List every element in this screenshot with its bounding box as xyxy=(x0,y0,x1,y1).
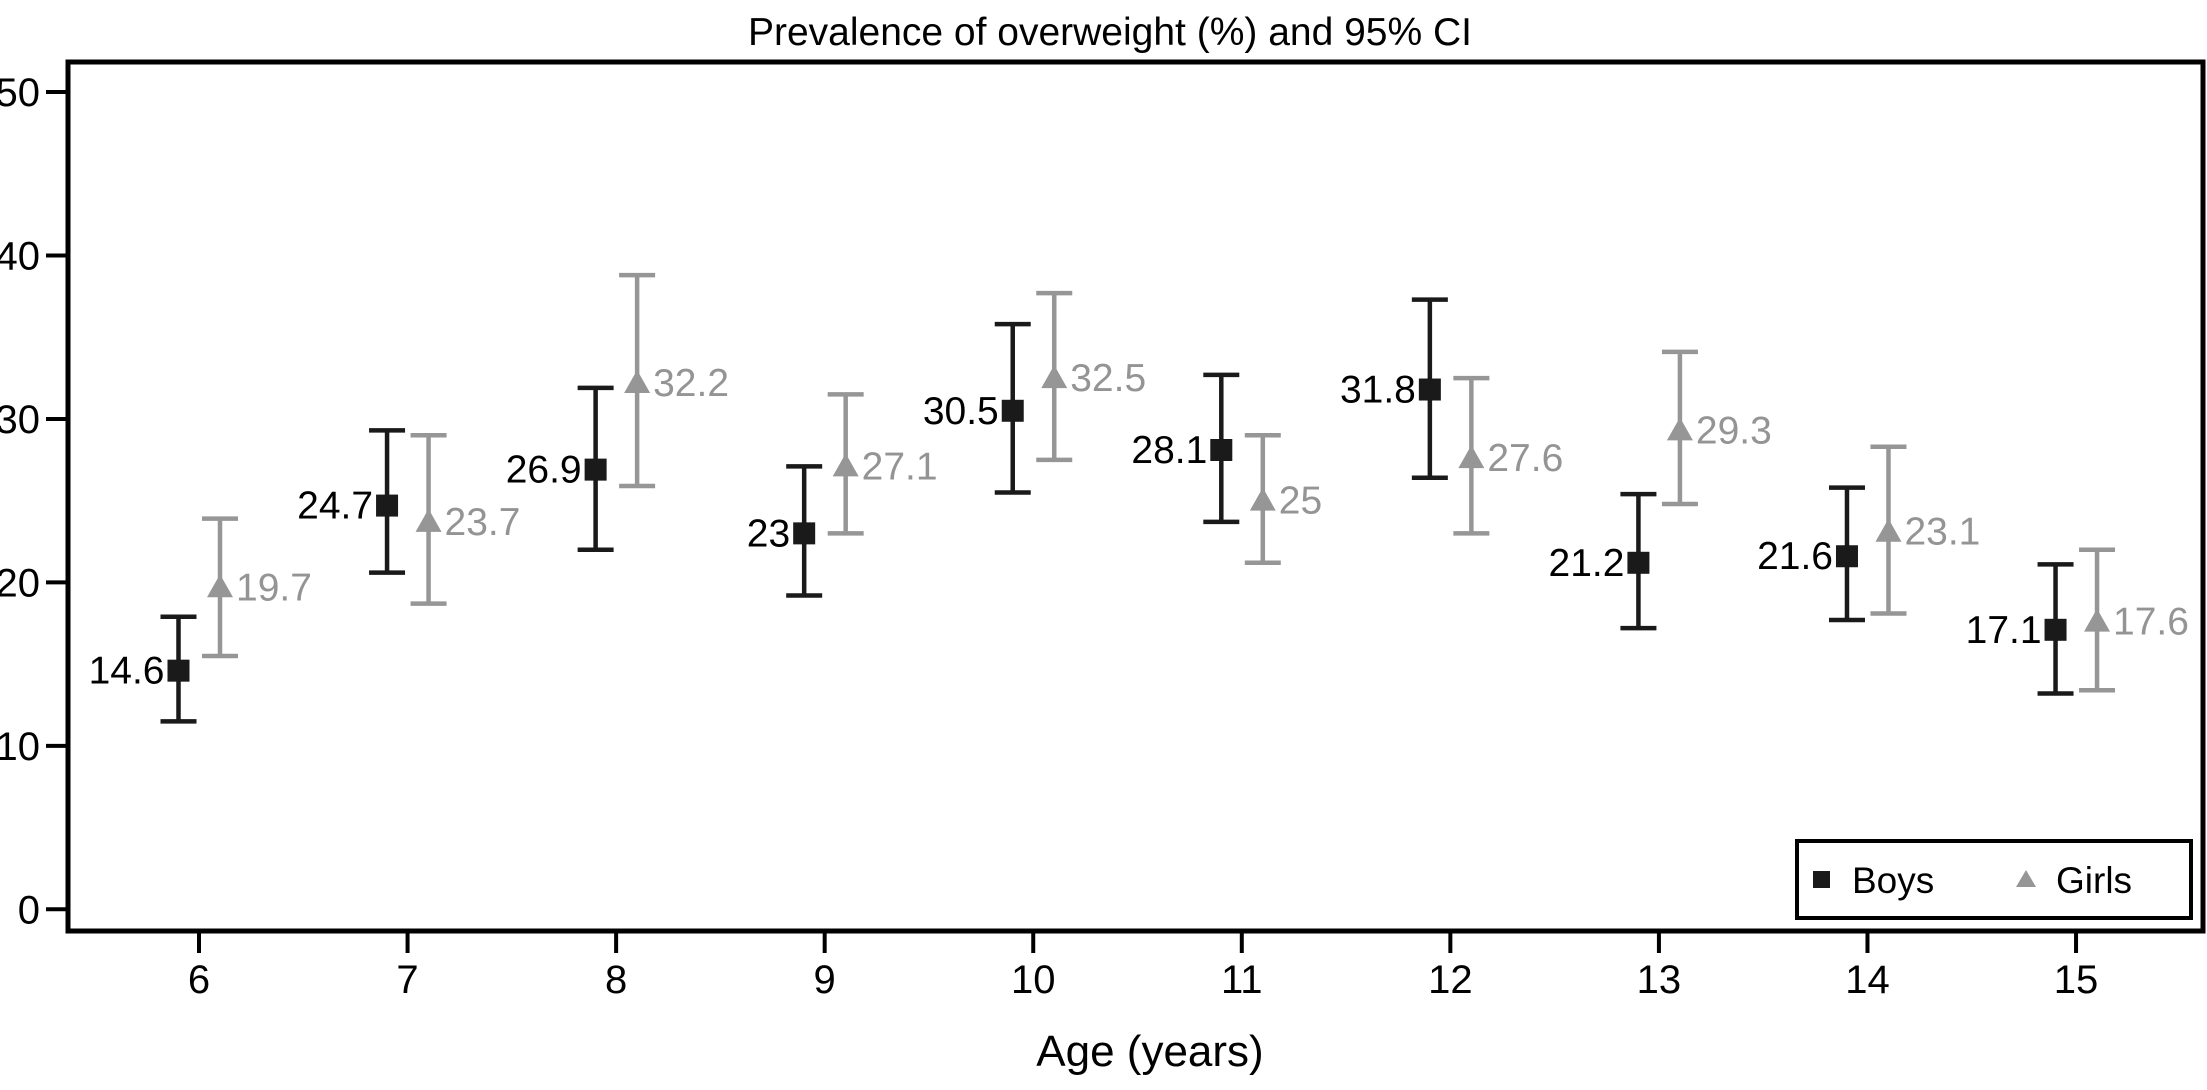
x-tick-label-15: 15 xyxy=(2054,958,2099,1002)
legend-girls-triangle-icon xyxy=(2016,870,2036,887)
girls-value-label-10: 32.5 xyxy=(1070,357,1146,400)
boys-value-label-14: 21.6 xyxy=(1757,535,1833,578)
girls-value-label-13: 29.3 xyxy=(1696,409,1772,452)
x-tick-label-12: 12 xyxy=(1428,958,1473,1002)
girls-triangle-marker-8 xyxy=(624,369,651,393)
legend-boys-square-icon xyxy=(1813,871,1830,888)
boys-square-marker-15 xyxy=(2044,618,2067,641)
boys-square-marker-12 xyxy=(1418,378,1441,401)
x-tick-label-10: 10 xyxy=(1011,958,1056,1002)
x-tick-label-14: 14 xyxy=(1845,958,1890,1002)
y-tick-label-40: 40 xyxy=(0,235,40,279)
legend-boys-label: Boys xyxy=(1852,860,1934,901)
girls-triangle-marker-10 xyxy=(1041,365,1068,389)
legend-box xyxy=(1795,839,2193,920)
girls-triangle-marker-15 xyxy=(2084,608,2111,632)
girls-triangle-marker-9 xyxy=(832,453,859,477)
x-tick-label-9: 9 xyxy=(814,958,836,1002)
boys-square-marker-14 xyxy=(1835,545,1858,568)
boys-value-label-12: 31.8 xyxy=(1340,369,1416,412)
plot-border xyxy=(65,59,2206,934)
y-tick-label-50: 50 xyxy=(0,71,40,115)
x-tick-label-8: 8 xyxy=(605,958,627,1002)
girls-value-label-8: 32.2 xyxy=(653,362,729,405)
boys-square-marker-10 xyxy=(1001,399,1024,422)
legend-girls-label: Girls xyxy=(2056,860,2132,901)
x-tick-label-11: 11 xyxy=(1221,958,1263,1002)
girls-value-label-6: 19.7 xyxy=(236,566,312,609)
boys-value-label-15: 17.1 xyxy=(1966,609,2042,652)
boys-square-marker-6 xyxy=(167,659,190,682)
girls-value-label-14: 23.1 xyxy=(1904,511,1980,554)
y-tick-label-10: 10 xyxy=(0,725,40,769)
girls-value-label-12: 27.6 xyxy=(1487,437,1563,480)
girls-triangle-marker-12 xyxy=(1458,445,1485,469)
girls-triangle-marker-6 xyxy=(207,574,233,598)
y-tick-label-0: 0 xyxy=(18,888,40,932)
boys-square-marker-8 xyxy=(584,458,607,481)
x-tick-label-6: 6 xyxy=(188,958,210,1002)
boys-value-label-6: 14.6 xyxy=(89,650,165,693)
y-tick-label-30: 30 xyxy=(0,398,40,442)
x-tick-label-7: 7 xyxy=(396,958,418,1002)
boys-square-marker-11 xyxy=(1210,439,1233,462)
girls-triangle-marker-13 xyxy=(1666,417,1693,441)
boys-square-marker-13 xyxy=(1627,551,1650,574)
girls-value-label-11: 25 xyxy=(1279,480,1322,523)
y-tick-label-20: 20 xyxy=(0,561,40,605)
boys-square-marker-9 xyxy=(793,522,816,545)
girls-triangle-marker-14 xyxy=(1875,518,1902,542)
girls-value-label-7: 23.7 xyxy=(445,501,521,544)
x-axis-label: Age (years) xyxy=(1036,1027,1263,1076)
boys-value-label-10: 30.5 xyxy=(923,390,999,433)
girls-value-label-9: 27.1 xyxy=(862,445,938,488)
chart-title: Prevalence of overweight (%) and 95% CI xyxy=(748,11,1472,54)
girls-triangle-marker-11 xyxy=(1249,487,1276,511)
x-tick-label-13: 13 xyxy=(1637,958,1682,1002)
boys-square-marker-7 xyxy=(376,494,399,517)
girls-value-label-15: 17.6 xyxy=(2113,601,2189,644)
boys-value-label-11: 28.1 xyxy=(1131,429,1207,472)
boys-value-label-8: 26.9 xyxy=(506,449,582,492)
boys-value-label-7: 24.7 xyxy=(297,485,373,528)
boys-value-label-9: 23 xyxy=(747,512,790,555)
boys-value-label-13: 21.2 xyxy=(1549,542,1625,585)
girls-triangle-marker-7 xyxy=(415,508,442,532)
